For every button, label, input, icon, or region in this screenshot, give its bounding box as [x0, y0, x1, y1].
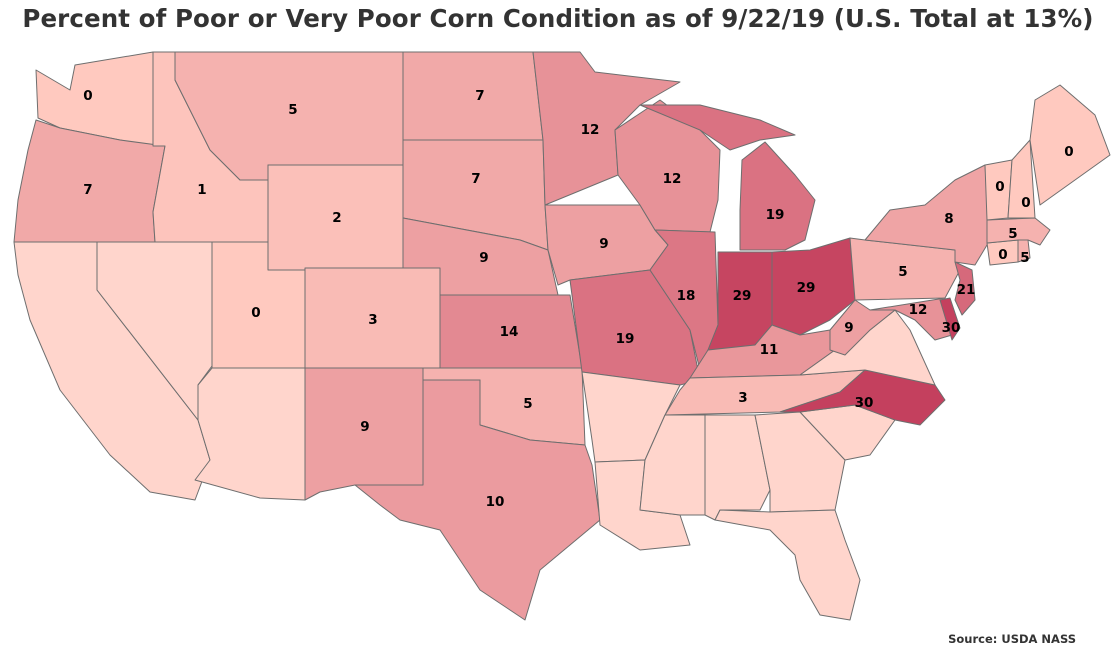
state-michigan-upper	[639, 104, 796, 151]
state-value-label-sd: 7	[471, 171, 480, 187]
state-value-label-ny: 8	[944, 211, 953, 227]
state-value-label-tx: 10	[486, 494, 505, 510]
state-value-label-ia: 9	[599, 236, 608, 252]
state-value-label-wv: 9	[844, 320, 853, 336]
state-value-label-nd: 7	[475, 88, 484, 104]
state-value-label-ut: 0	[251, 305, 260, 321]
state-value-label-nj: 21	[957, 282, 976, 298]
state-value-label-ky: 11	[760, 342, 779, 358]
state-value-label-il: 18	[677, 288, 696, 304]
state-maine	[1029, 84, 1111, 206]
state-new-hampshire	[1007, 139, 1036, 219]
state-value-label-or: 7	[83, 182, 92, 198]
state-massachusetts	[986, 217, 1051, 246]
state-value-label-mn: 12	[581, 122, 600, 138]
state-value-label-vt: 0	[995, 179, 1004, 195]
state-value-label-mi: 19	[766, 207, 785, 223]
map-title: Percent of Poor or Very Poor Corn Condit…	[22, 4, 1094, 33]
state-value-label-ri: 5	[1020, 250, 1029, 266]
state-value-label-co: 3	[368, 312, 377, 328]
state-value-label-wi: 12	[663, 171, 682, 187]
state-maryland	[869, 297, 953, 341]
state-value-label-nh: 0	[1021, 195, 1030, 211]
state-value-label-mo: 19	[616, 331, 635, 347]
state-value-label-id: 1	[197, 182, 206, 198]
state-florida	[714, 509, 861, 621]
state-value-label-md: 12	[909, 302, 928, 318]
state-value-label-ma: 5	[1008, 226, 1017, 242]
state-value-label-de: 30	[942, 320, 961, 336]
state-west-virginia	[829, 299, 896, 356]
state-minnesota	[532, 51, 681, 206]
state-value-label-wy: 2	[332, 210, 341, 226]
state-north-carolina	[779, 369, 946, 426]
state-value-label-ks: 14	[500, 324, 519, 340]
state-value-label-wa: 0	[83, 88, 92, 104]
state-value-label-me: 0	[1064, 144, 1073, 160]
state-value-label-pa: 5	[898, 264, 907, 280]
state-value-label-in: 29	[733, 288, 752, 304]
state-value-label-ne: 9	[479, 250, 488, 266]
state-value-label-tn: 3	[738, 390, 747, 406]
state-arizona	[194, 367, 306, 501]
state-michigan	[739, 141, 816, 251]
state-value-label-nm: 9	[360, 419, 369, 435]
state-value-label-ct: 0	[998, 247, 1007, 263]
state-value-label-ok: 5	[523, 396, 532, 412]
state-value-label-nc: 30	[855, 395, 874, 411]
state-illinois	[649, 229, 719, 371]
state-value-label-oh: 29	[797, 280, 816, 296]
state-new-jersey	[954, 261, 976, 316]
map-source-note: Source: USDA NASS	[948, 632, 1076, 646]
state-delaware	[939, 297, 961, 341]
state-value-label-mt: 5	[288, 102, 297, 118]
state-texas	[354, 379, 601, 621]
state-north-dakota	[402, 51, 544, 141]
